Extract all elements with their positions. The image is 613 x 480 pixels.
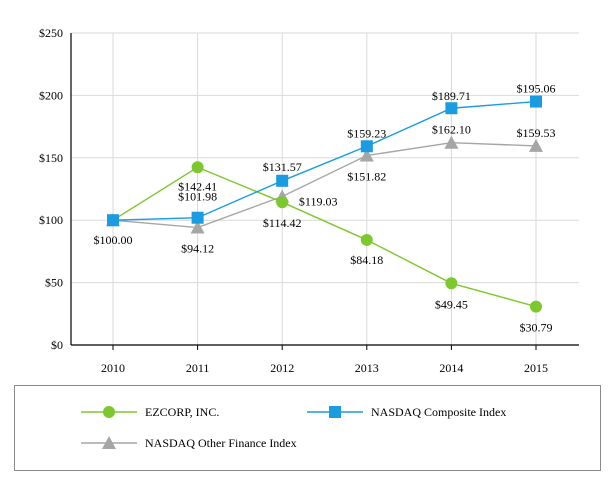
data-point (444, 135, 459, 149)
series-line (112, 100, 537, 221)
data-point (360, 140, 373, 153)
series-layer (106, 95, 543, 313)
data-point (276, 174, 289, 187)
grid-lines (71, 32, 579, 345)
legend-swatch-ezcorp (81, 406, 137, 418)
series-line (112, 141, 537, 229)
data-point (191, 161, 204, 174)
y-tick-label: $100 (39, 213, 63, 227)
data-label: $84.18 (350, 253, 383, 267)
data-label: $189.71 (432, 89, 471, 103)
x-tick-label: 2012 (270, 361, 294, 375)
y-tick-label: $200 (39, 88, 63, 102)
data-label: $159.53 (517, 126, 556, 140)
legend-item-nasdaq-composite: NASDAQ Composite Index (305, 402, 506, 422)
data-point (530, 300, 542, 313)
y-tick-label: $250 (39, 26, 63, 40)
legend-swatch-nasdaq-other-finance (81, 436, 137, 449)
legend-label-nasdaq-other-finance: NASDAQ Other Finance Index (145, 435, 297, 450)
data-point (529, 138, 543, 152)
data-label: $151.82 (347, 170, 386, 184)
x-tick-label: 2014 (439, 361, 463, 375)
data-label: $30.79 (520, 321, 553, 335)
line-chart: $0 $50 $100 $150 $200 $250 2010 2011 2012 2013 201… (39, 26, 579, 375)
data-label: $162.10 (432, 123, 471, 137)
y-tick-label: $150 (39, 151, 63, 165)
data-point (445, 102, 458, 115)
y-tick-label: $50 (45, 276, 63, 290)
y-tick-label: $0 (51, 338, 63, 352)
legend-item-nasdaq-other-finance: NASDAQ Other Finance Index (79, 433, 297, 453)
data-point (445, 277, 458, 290)
data-label: $49.45 (435, 297, 468, 311)
x-tick-label: 2011 (186, 361, 210, 375)
data-point (360, 233, 373, 246)
data-point (191, 211, 204, 224)
legend-label-nasdaq-composite: NASDAQ Composite Index (371, 404, 507, 419)
chart-legend: EZCORP, INC. NASDAQ Composite Index NASD… (14, 385, 601, 471)
data-point (276, 196, 289, 209)
data-label: $114.42 (263, 216, 302, 230)
x-tick-label: 2010 (101, 361, 125, 375)
data-label: $142.41 (178, 179, 217, 193)
data-label: $159.23 (347, 126, 386, 140)
data-labels: $100.00 $142.41 $114.42 $84.18 $49.45 $30.79 $… (94, 82, 556, 335)
data-label: $119.03 (299, 194, 338, 208)
x-tick-label: 2013 (355, 361, 379, 375)
x-tick-label: 2015 (524, 361, 548, 375)
data-point (530, 95, 542, 108)
data-label: $131.57 (263, 160, 302, 174)
legend-label-ezcorp: EZCORP, INC. (145, 404, 220, 419)
data-point (359, 148, 374, 162)
data-point (107, 214, 119, 227)
legend-swatch-nasdaq-composite (307, 406, 363, 418)
data-label: $94.12 (181, 242, 214, 256)
legend-item-ezcorp: EZCORP, INC. (79, 402, 219, 422)
axes: $0 $50 $100 $150 $200 $250 2010 2011 2012 2013 201… (39, 26, 579, 375)
data-label: $100.00 (94, 233, 133, 247)
data-point (190, 220, 205, 234)
data-label: $195.06 (517, 82, 556, 96)
series-line (112, 166, 537, 308)
data-label: $101.98 (178, 190, 217, 204)
